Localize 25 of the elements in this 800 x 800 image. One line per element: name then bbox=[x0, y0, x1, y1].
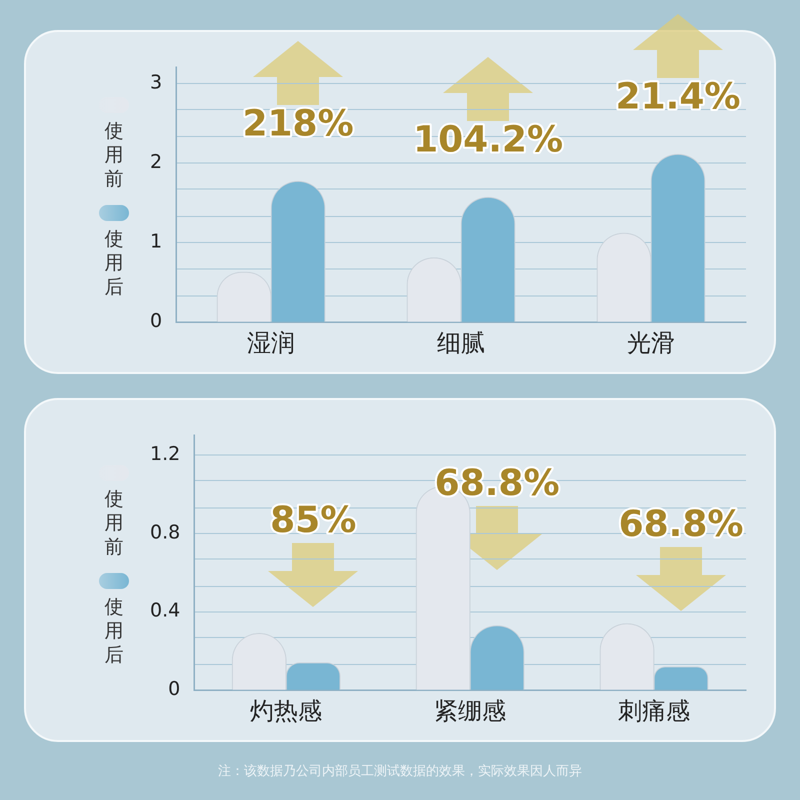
y-tick-label: 1.2 bbox=[150, 442, 180, 465]
x-tick-label: 光滑 bbox=[627, 328, 676, 357]
x-tick-label: 湿润 bbox=[247, 328, 296, 357]
annotation: 85% bbox=[270, 500, 356, 542]
annotation: 68.8% bbox=[434, 462, 560, 504]
text: 注：该数据乃公司内部员工测试数据的效果，实际效果因人而异 bbox=[217, 763, 583, 780]
y-tick-label: 0 bbox=[168, 678, 180, 700]
legend-label: 使用后 bbox=[104, 595, 124, 667]
y-tick-label: 0 bbox=[150, 310, 162, 332]
legend-label: 使用前 bbox=[104, 487, 124, 559]
x-tick-label: 细腻 bbox=[437, 328, 486, 357]
y-tick-label: 1 bbox=[150, 230, 162, 253]
legend-label: 使用前 bbox=[104, 119, 124, 191]
annotation: 218% bbox=[242, 104, 354, 145]
annotation: 68.8% bbox=[618, 504, 744, 546]
annotation: 104.2% bbox=[413, 120, 564, 161]
y-tick-label: 3 bbox=[150, 71, 162, 94]
legend-label: 使用后 bbox=[104, 227, 124, 299]
y-tick-label: 0.4 bbox=[150, 600, 180, 622]
y-tick-label: 2 bbox=[150, 150, 162, 173]
y-tick-label: 0.8 bbox=[150, 521, 180, 544]
x-tick-label: 灼热感 bbox=[250, 696, 322, 725]
x-tick-label: 紧绷感 bbox=[434, 696, 506, 725]
x-tick-label: 刺痛感 bbox=[618, 696, 690, 725]
annotation: 21.4% bbox=[616, 76, 740, 118]
